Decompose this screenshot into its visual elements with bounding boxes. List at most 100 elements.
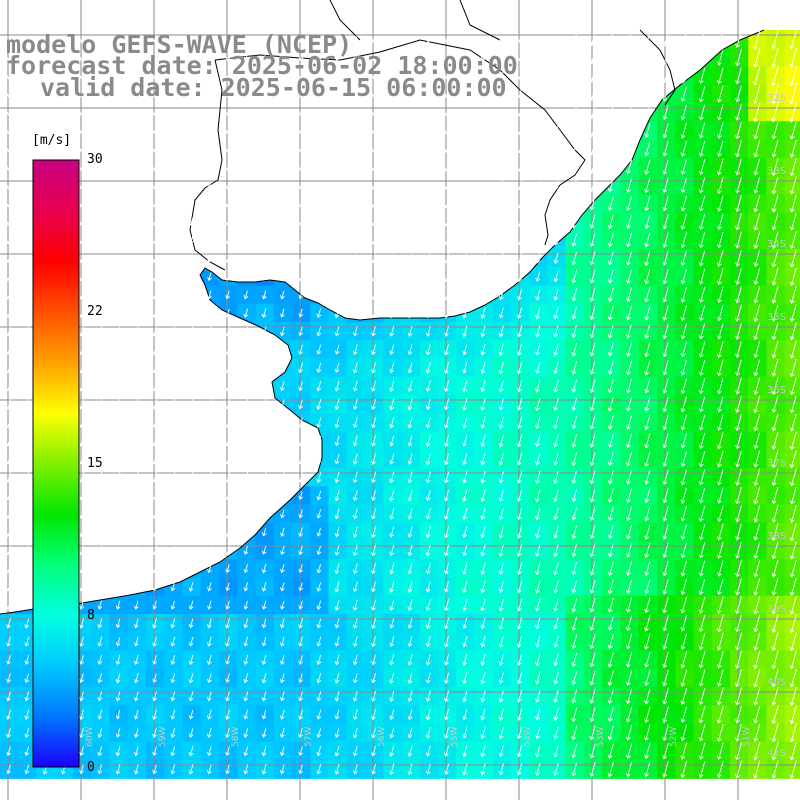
wind-arrow [498,361,504,375]
wind-arrow [535,271,541,283]
wind-arrow [152,618,157,629]
wind-arrow [516,452,523,466]
wind-arrow [298,90,304,98]
wind-arrow [189,72,194,80]
wind-arrow [589,269,596,284]
wind-arrow [6,727,11,739]
wind-arrow [553,397,559,412]
wind-arrow [716,523,724,541]
wind-arrow [516,343,523,356]
wind-arrow [771,249,779,268]
wind-arrow [443,398,450,411]
wind-arrow [353,290,358,300]
wind-arrow [371,163,377,172]
wind-arrow [753,176,761,194]
wind-arrow [97,673,103,684]
wind-arrow [407,599,413,612]
wind-arrow [407,617,413,629]
wind-arrow [407,380,413,393]
wind-arrow [425,708,431,721]
wind-arrow [498,489,504,502]
wind-arrow [371,672,376,684]
wind-arrow [662,506,669,522]
wind-arrow [371,344,376,356]
wind-arrow [152,491,158,501]
wind-arrow [371,727,376,739]
wind-arrow [425,289,431,301]
wind-arrow [170,199,176,208]
wind-arrow [24,326,30,337]
wind-arrow [298,435,303,447]
wind-arrow [498,325,504,338]
wind-arrow [516,672,523,685]
wind-arrow [6,109,12,116]
wind-arrow [462,745,468,758]
wind-arrow [133,709,139,720]
wind-arrow [535,72,541,80]
wind-arrow [698,396,706,413]
wind-arrow [535,361,541,375]
wind-arrow [316,308,322,319]
wind-arrow [644,86,651,102]
wind-arrow [480,126,486,135]
wind-arrow [771,632,779,652]
wind-arrow [261,618,267,629]
wind-arrow [152,181,158,190]
wind-arrow [371,181,377,190]
wind-arrow [498,289,504,301]
wind-arrow [280,72,286,80]
wind-arrow [644,724,651,742]
wind-arrow [334,290,340,300]
wind-arrow [243,326,249,337]
wind-arrow [261,764,267,775]
wind-arrow [170,453,176,465]
wind-arrow [735,268,742,286]
wind-speed-cell [784,230,800,250]
wind-arrow [443,471,450,484]
wind-arrow [79,199,85,208]
wind-speed-cell [784,431,800,451]
longitude-label: 58W [231,726,241,747]
wind-arrow [407,562,413,575]
wind-arrow [662,305,669,321]
wind-arrow [352,654,358,666]
wind-arrow [97,582,103,592]
wind-arrow [444,253,449,264]
wind-arrow [553,671,559,685]
wind-arrow [698,542,706,559]
wind-arrow [280,564,285,574]
wind-arrow [243,145,249,153]
latitude-label: 34S [767,239,787,250]
wind-arrow [753,468,761,487]
wind-arrow [735,705,742,724]
wind-arrow [462,108,468,117]
wind-arrow [717,487,724,504]
wind-arrow [680,706,687,723]
wind-arrow [371,380,377,392]
wind-arrow [462,72,468,80]
wind-arrow [517,271,523,283]
wind-arrow [498,580,504,593]
wind-speed-cell [784,632,800,652]
wind-arrow [516,617,523,630]
wind-speed-cell [784,84,800,104]
wind-arrow [408,36,413,43]
wind-arrow [753,578,761,596]
wind-arrow [261,490,267,501]
wind-arrow [516,434,523,448]
wind-arrow [498,471,504,484]
wind-arrow [334,417,340,429]
wind-arrow [625,761,633,778]
wind-arrow [6,344,11,355]
wind-speed-cell [784,139,800,159]
wind-arrow [443,708,450,721]
wind-arrow [24,582,30,592]
longitude-label: 59W [158,726,168,747]
wind-arrow [243,254,249,263]
wind-arrow [61,127,67,134]
wind-arrow [334,526,340,538]
wind-arrow [753,687,761,706]
wind-arrow [589,68,596,83]
wind-arrow [6,673,11,684]
